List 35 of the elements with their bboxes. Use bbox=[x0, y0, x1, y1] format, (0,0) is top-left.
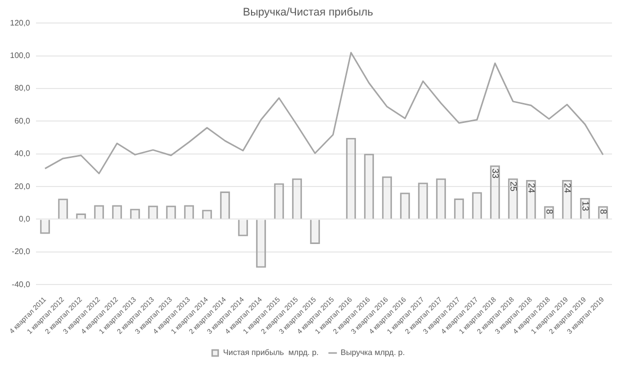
y-tick-label: 120,0 bbox=[10, 18, 31, 28]
bar bbox=[310, 220, 320, 244]
y-tick-label: -40,0 bbox=[12, 280, 31, 289]
chart-title: Выручка/Чистая прибыль bbox=[242, 6, 374, 19]
bar bbox=[220, 191, 230, 219]
data-label: 33 bbox=[490, 168, 501, 178]
y-tick-label: 0,0 bbox=[18, 214, 31, 224]
bar bbox=[490, 165, 500, 219]
bar bbox=[256, 220, 266, 268]
bar bbox=[76, 214, 86, 219]
bar bbox=[274, 183, 284, 219]
data-label: 8 bbox=[598, 209, 609, 214]
y-tick-label: 100,0 bbox=[10, 51, 31, 60]
bar bbox=[472, 192, 482, 219]
bar bbox=[436, 178, 446, 219]
bar bbox=[58, 198, 68, 219]
bar bbox=[346, 138, 356, 219]
legend-label: Выручка млрд. р. bbox=[340, 348, 405, 358]
bar bbox=[400, 192, 410, 219]
legend-label: Чистая прибыль млрд. р. bbox=[223, 348, 319, 358]
bar bbox=[364, 154, 374, 219]
bar bbox=[454, 198, 464, 219]
data-label: 13 bbox=[580, 200, 591, 211]
bar bbox=[292, 178, 302, 219]
bar bbox=[382, 176, 392, 219]
y-tick-label: 20,0 bbox=[14, 182, 31, 191]
data-label: 8 bbox=[544, 209, 555, 214]
y-tick-label: 60,0 bbox=[14, 116, 31, 126]
bar bbox=[418, 182, 428, 219]
y-tick-label: 40,0 bbox=[14, 149, 31, 158]
y-tick-label: -20,0 bbox=[12, 247, 31, 256]
data-label: 24 bbox=[562, 183, 573, 194]
data-label: 24 bbox=[526, 183, 537, 194]
y-tick-label: 80,0 bbox=[14, 84, 31, 93]
data-label: 25 bbox=[508, 181, 519, 192]
